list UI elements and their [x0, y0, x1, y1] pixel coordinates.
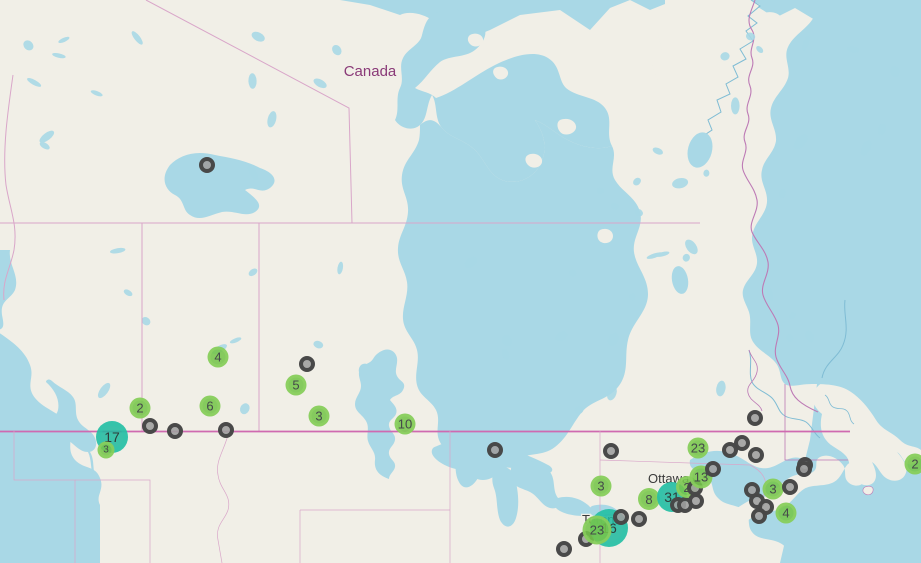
svg-text:Canada: Canada [344, 63, 397, 80]
